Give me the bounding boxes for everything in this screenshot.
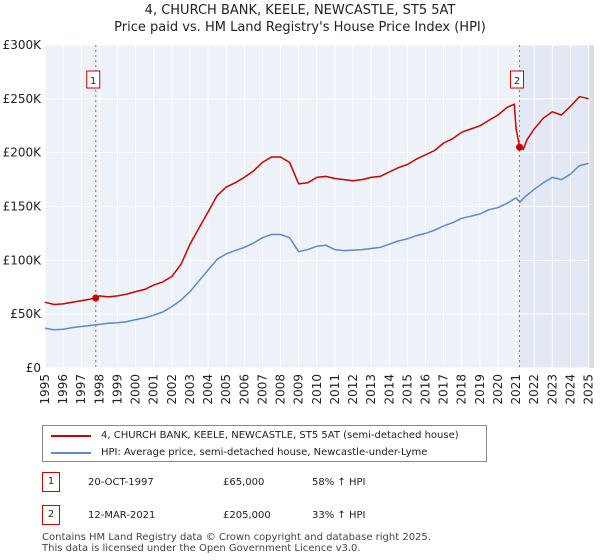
x-tick-label: 1995 <box>38 374 52 405</box>
sale-row: 2 12-MAR-2021 £205,000 33% ↑ HPI <box>0 505 600 527</box>
chart-title: 4, CHURCH BANK, KEELE, NEWCASTLE, ST5 5A… <box>145 3 456 18</box>
sale-hpi-change: 33% ↑ HPI <box>312 510 366 521</box>
legend-item-property: 4, CHURCH BANK, KEELE, NEWCASTLE, ST5 5A… <box>51 428 481 444</box>
sale-date: 20-OCT-1997 <box>88 477 154 488</box>
chart-subtitle: Price paid vs. HM Land Registry's House … <box>114 20 486 35</box>
sale-price: £65,000 <box>223 477 265 488</box>
x-tick-label: 2005 <box>219 374 233 405</box>
x-tick-label: 2013 <box>364 374 378 405</box>
sale-label-number: 1 <box>90 76 96 87</box>
x-tick-label: 1996 <box>56 374 70 405</box>
sale-date: 12-MAR-2021 <box>88 510 156 521</box>
sale-label-number: 2 <box>514 76 520 87</box>
legend-label-hpi: HPI: Average price, semi-detached house,… <box>101 447 428 458</box>
footer: Contains HM Land Registry data © Crown c… <box>42 532 592 554</box>
sale-point <box>516 143 524 151</box>
sale-hpi-change: 58% ↑ HPI <box>312 477 366 488</box>
x-tick-label: 2001 <box>147 374 161 405</box>
x-tick-label: 2024 <box>563 374 577 405</box>
hpi-line <box>44 162 589 331</box>
future-region <box>589 45 594 368</box>
sale-badge: 1 <box>42 472 60 492</box>
x-tick-label: 2014 <box>382 374 396 405</box>
x-tick-label: 2015 <box>400 374 414 405</box>
x-tick-label: 1999 <box>110 374 124 405</box>
x-tick-label: 2007 <box>255 374 269 405</box>
x-tick-label: 1997 <box>74 374 88 405</box>
x-tick-label: 2009 <box>292 374 306 405</box>
legend-swatch-hpi <box>51 452 91 454</box>
y-tick-label: £200K <box>3 146 43 160</box>
x-tick-label: 2025 <box>582 374 596 405</box>
y-tick-label: £300K <box>3 38 43 52</box>
y-tick-label: £250K <box>3 92 43 106</box>
y-tick-label: £150K <box>3 200 43 214</box>
x-tick-label: 2002 <box>165 374 179 405</box>
x-tick-label: 2008 <box>274 374 288 405</box>
x-tick-label: 2010 <box>310 374 324 405</box>
x-tick-label: 1998 <box>92 374 106 405</box>
sale-badge: 2 <box>42 505 60 525</box>
x-tick-label: 2019 <box>473 374 487 405</box>
y-tick-label: £0 <box>26 361 41 375</box>
sale-point <box>92 294 100 302</box>
y-tick-label: £100K <box>3 253 43 267</box>
x-tick-label: 2018 <box>455 374 469 405</box>
x-tick-label: 2022 <box>527 374 541 405</box>
chart: 4, CHURCH BANK, KEELE, NEWCASTLE, ST5 5A… <box>3 3 596 405</box>
x-tick-label: 2020 <box>491 374 505 405</box>
legend-swatch-property <box>51 435 91 437</box>
price-paid-line <box>44 95 589 306</box>
y-tick-label: £50K <box>10 307 42 321</box>
sale-label-box <box>510 70 525 89</box>
legend-item-hpi: HPI: Average price, semi-detached house,… <box>51 445 481 461</box>
sale-label-box <box>86 70 101 89</box>
x-tick-label: 2012 <box>346 374 360 405</box>
x-tick-label: 2011 <box>328 374 342 405</box>
x-tick-label: 2006 <box>237 374 251 405</box>
legend: 4, CHURCH BANK, KEELE, NEWCASTLE, ST5 5A… <box>42 425 487 462</box>
x-tick-label: 2016 <box>418 374 432 405</box>
x-tick-label: 2017 <box>437 374 451 405</box>
sale-row: 1 20-OCT-1997 £65,000 58% ↑ HPI <box>0 472 600 494</box>
footer-line-2: This data is licensed under the Open Gov… <box>42 543 361 554</box>
legend-label-property: 4, CHURCH BANK, KEELE, NEWCASTLE, ST5 5A… <box>101 430 459 441</box>
x-tick-label: 2023 <box>545 374 559 405</box>
x-tick-label: 2000 <box>129 374 143 405</box>
x-tick-label: 2021 <box>509 374 523 405</box>
x-tick-label: 2003 <box>183 374 197 405</box>
x-tick-label: 2004 <box>201 374 215 405</box>
footer-line-1: Contains HM Land Registry data © Crown c… <box>42 532 431 543</box>
sale-price: £205,000 <box>223 510 271 521</box>
